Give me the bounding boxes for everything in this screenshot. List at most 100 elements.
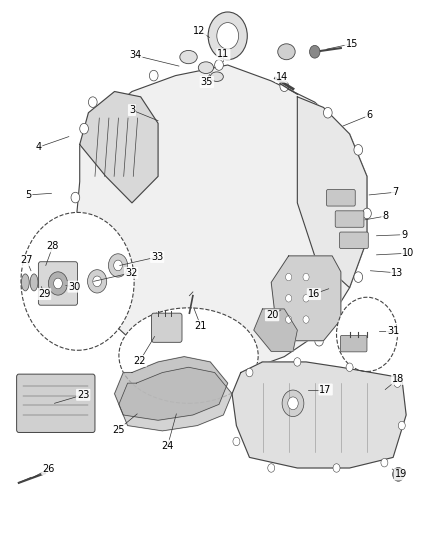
Polygon shape (119, 367, 232, 431)
Text: 32: 32 (125, 268, 137, 278)
Text: 23: 23 (77, 390, 89, 400)
FancyBboxPatch shape (39, 262, 78, 305)
Circle shape (381, 458, 388, 467)
Text: 7: 7 (392, 187, 399, 197)
Text: 13: 13 (391, 268, 403, 278)
Text: 35: 35 (201, 77, 213, 87)
Ellipse shape (21, 274, 29, 291)
Text: 28: 28 (46, 241, 59, 252)
Circle shape (303, 273, 309, 281)
Ellipse shape (180, 51, 197, 63)
Text: 24: 24 (162, 441, 174, 451)
Circle shape (48, 272, 67, 295)
Text: 26: 26 (42, 464, 55, 474)
Circle shape (282, 390, 304, 417)
Text: 19: 19 (395, 470, 407, 479)
Text: 29: 29 (38, 289, 50, 299)
FancyBboxPatch shape (326, 190, 355, 206)
Polygon shape (232, 362, 406, 468)
Text: 25: 25 (112, 425, 124, 435)
Circle shape (288, 397, 298, 410)
Text: 6: 6 (366, 110, 372, 120)
Circle shape (71, 192, 80, 203)
Ellipse shape (198, 62, 214, 74)
Ellipse shape (278, 44, 295, 60)
Circle shape (53, 278, 62, 289)
Circle shape (280, 81, 289, 92)
Circle shape (75, 256, 84, 266)
Circle shape (333, 464, 340, 472)
Circle shape (315, 335, 323, 346)
Text: 9: 9 (401, 230, 407, 240)
Circle shape (392, 467, 404, 481)
Circle shape (21, 213, 134, 350)
Polygon shape (80, 92, 158, 203)
Circle shape (286, 316, 292, 323)
Text: 18: 18 (392, 374, 404, 384)
FancyBboxPatch shape (340, 335, 367, 352)
Text: 30: 30 (68, 281, 81, 292)
Circle shape (354, 272, 363, 282)
Ellipse shape (210, 72, 223, 82)
Circle shape (93, 276, 102, 287)
Circle shape (346, 363, 353, 372)
Text: 31: 31 (387, 326, 399, 336)
Circle shape (97, 314, 106, 325)
Text: 27: 27 (21, 255, 33, 265)
Text: 14: 14 (276, 71, 288, 82)
Circle shape (114, 260, 122, 271)
Circle shape (149, 70, 158, 81)
Text: 34: 34 (129, 51, 141, 60)
Text: 22: 22 (134, 356, 146, 366)
Circle shape (310, 45, 320, 58)
Text: 16: 16 (308, 289, 320, 299)
Text: 33: 33 (151, 252, 163, 262)
Circle shape (141, 357, 149, 367)
Circle shape (294, 358, 301, 366)
FancyBboxPatch shape (17, 374, 95, 432)
Circle shape (363, 208, 371, 219)
Circle shape (268, 464, 275, 472)
Text: 12: 12 (193, 26, 205, 36)
Text: 8: 8 (382, 211, 389, 221)
Polygon shape (297, 97, 367, 288)
Circle shape (88, 97, 97, 108)
Circle shape (80, 123, 88, 134)
Polygon shape (254, 309, 297, 351)
Text: 15: 15 (346, 39, 358, 49)
Circle shape (303, 295, 309, 302)
Circle shape (208, 12, 247, 60)
Ellipse shape (30, 274, 38, 291)
Circle shape (286, 273, 292, 281)
Ellipse shape (119, 308, 258, 403)
Polygon shape (115, 357, 228, 420)
Circle shape (398, 421, 405, 430)
Circle shape (88, 270, 107, 293)
Text: 10: 10 (402, 248, 414, 259)
Circle shape (246, 368, 253, 377)
Text: 3: 3 (129, 105, 135, 115)
Circle shape (303, 316, 309, 323)
Circle shape (286, 295, 292, 302)
Circle shape (217, 22, 239, 49)
Circle shape (394, 379, 401, 387)
Text: 21: 21 (194, 321, 207, 331)
Circle shape (109, 254, 127, 277)
Text: 20: 20 (266, 310, 278, 320)
FancyBboxPatch shape (335, 211, 364, 227)
Circle shape (258, 362, 267, 373)
Circle shape (233, 437, 240, 446)
FancyBboxPatch shape (152, 313, 182, 342)
FancyBboxPatch shape (339, 232, 368, 248)
Text: 17: 17 (319, 384, 332, 394)
Polygon shape (271, 256, 341, 341)
Circle shape (215, 60, 223, 70)
Text: 11: 11 (217, 50, 230, 59)
Text: 5: 5 (25, 190, 32, 200)
Circle shape (193, 367, 201, 378)
Circle shape (354, 144, 363, 155)
Text: 4: 4 (35, 142, 42, 152)
Circle shape (323, 108, 332, 118)
Circle shape (336, 297, 397, 372)
Polygon shape (75, 65, 367, 373)
